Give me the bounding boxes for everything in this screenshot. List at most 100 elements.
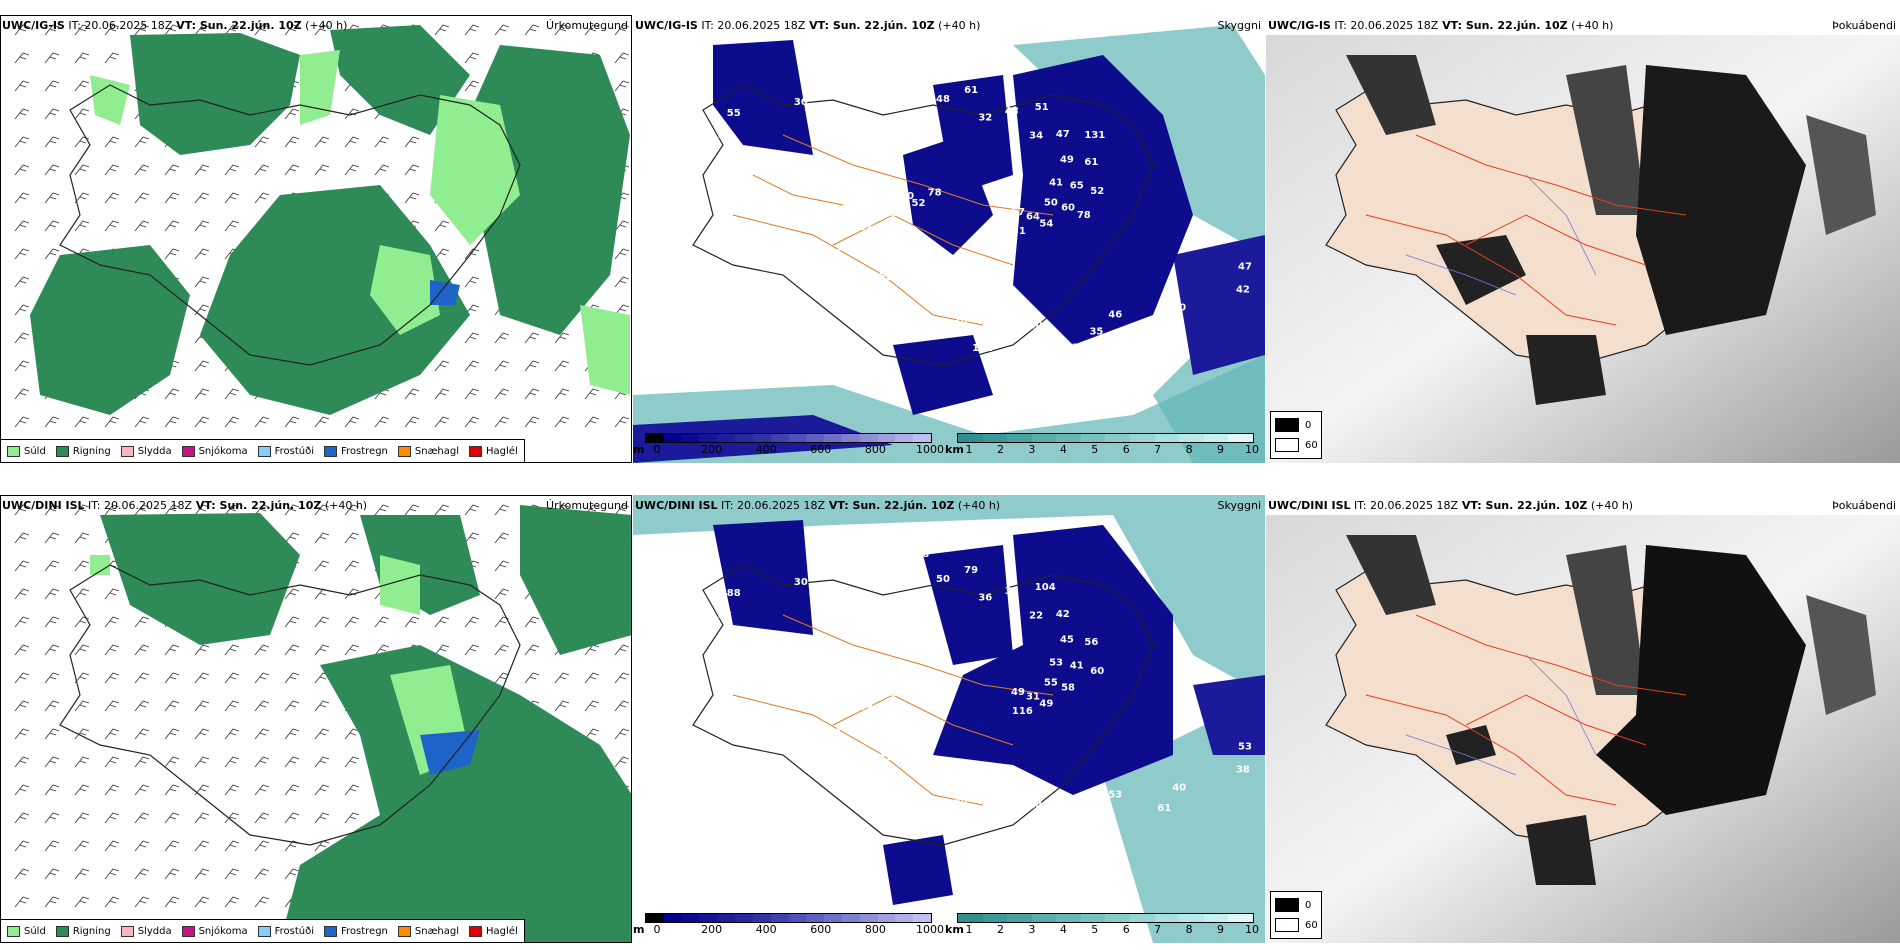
wind-barb	[134, 192, 150, 204]
wind-barb	[224, 840, 240, 852]
wind-barb	[314, 504, 330, 516]
wind-barb	[494, 672, 510, 684]
legend-label: Snæhagl	[414, 445, 460, 457]
legend-item: Súld	[7, 925, 46, 937]
cloud-base-label: 43	[881, 728, 895, 739]
cloud-base-label: 57	[1011, 207, 1025, 218]
wind-barb	[464, 504, 480, 516]
cloud-base-label: 118	[840, 695, 861, 706]
cloud-base-label: 49	[1060, 155, 1074, 166]
fog-map-row1[interactable]: UWC/IG-IS IT: 20.06.2025 18Z VT: Sun. 22…	[1266, 15, 1900, 463]
wind-barb	[464, 276, 480, 288]
wind-barb	[434, 360, 450, 372]
wind-barb	[74, 812, 90, 824]
wind-barb	[344, 756, 360, 768]
wind-barb	[524, 416, 540, 428]
colorbar-unit: m	[633, 923, 645, 936]
cloud-base-label: 73	[814, 559, 828, 570]
wind-barb	[344, 560, 360, 572]
wind-barb	[464, 332, 480, 344]
wind-barb	[584, 672, 600, 684]
wind-barb	[464, 616, 480, 628]
wind-barb	[284, 108, 300, 120]
panel-type-label: Skyggni	[1217, 499, 1261, 512]
wind-barb	[134, 220, 150, 232]
wind-barb	[74, 164, 90, 176]
wind-barb	[134, 756, 150, 768]
wind-barb	[74, 896, 90, 908]
precip-map-row1-svg	[14, 24, 630, 428]
wind-barb	[44, 52, 60, 64]
panel-title: UWC/DINI ISL IT: 20.06.2025 18Z VT: Sun.…	[1268, 499, 1634, 512]
wind-barb	[314, 700, 330, 712]
wind-barb	[524, 24, 540, 36]
wind-barb	[464, 532, 480, 544]
wind-barb	[314, 24, 330, 36]
cloud-base-label: 62	[912, 678, 926, 689]
wind-barb	[74, 728, 90, 740]
cloud-base-label: 31	[1012, 226, 1026, 237]
wind-barb	[614, 728, 630, 740]
wind-barb	[494, 332, 510, 344]
cloud-base-label: 34	[1029, 130, 1043, 141]
fog-map-row2[interactable]: UWC/DINI ISL IT: 20.06.2025 18Z VT: Sun.…	[1266, 495, 1900, 943]
wind-barb	[44, 416, 60, 428]
wind-barb	[194, 812, 210, 824]
precip-map-row2[interactable]: UWC/DINI ISL IT: 20.06.2025 18Z VT: Sun.…	[0, 495, 632, 943]
wind-barb	[164, 164, 180, 176]
wind-barb	[44, 164, 60, 176]
cloud-base-label: 60	[875, 683, 889, 694]
colorbar-unit: m	[633, 443, 645, 456]
precip-map-row1[interactable]: UWC/IG-IS IT: 20.06.2025 18Z VT: Sun. 22…	[0, 15, 632, 463]
wind-barb	[554, 700, 570, 712]
fog-legend-item: 60	[1275, 438, 1318, 452]
panel-type-label: Þokuábendi	[1832, 19, 1896, 32]
wind-barb	[254, 416, 270, 428]
cloud-map-row2[interactable]: 49 43 36 53 43 53 56 45 53 64 22 34 38 55 41 50 40 62 45 48…	[633, 495, 1265, 943]
cloud-base-label: 53	[1049, 657, 1063, 668]
cloud-base-label: 39	[878, 226, 892, 237]
wind-barb	[134, 416, 150, 428]
wind-barb	[464, 644, 480, 656]
cloud-base-label: 61	[964, 85, 978, 96]
wind-barb	[74, 756, 90, 768]
legend-item: Rigning	[55, 925, 111, 937]
colorbar-tick: 200	[701, 443, 723, 456]
cloud-base-label: 55	[727, 108, 741, 119]
wind-barb	[74, 868, 90, 880]
wind-barb	[224, 812, 240, 824]
colorbar-tick: 600	[810, 443, 832, 456]
wind-barb	[554, 24, 570, 36]
wind-barb	[344, 728, 360, 740]
legend-item: Frostregn	[324, 445, 388, 457]
wind-barb	[164, 672, 180, 684]
wind-barb	[494, 388, 510, 400]
wind-barb	[104, 52, 120, 64]
wind-barb	[194, 700, 210, 712]
wind-barb	[74, 416, 90, 428]
cloud-base-label: 65	[1070, 180, 1084, 191]
cloud-base-label: 22	[1029, 610, 1043, 621]
wind-barb	[14, 276, 30, 288]
wind-barb	[104, 700, 120, 712]
wind-barb	[164, 388, 180, 400]
wind-barb	[164, 756, 180, 768]
wind-barb	[284, 24, 300, 36]
wind-barb	[254, 784, 270, 796]
wind-barb	[254, 24, 270, 36]
wind-barb	[374, 136, 390, 148]
wind-barb	[434, 24, 450, 36]
cloud-base-label: 152	[972, 343, 993, 354]
wind-barb	[614, 700, 630, 712]
wind-barb	[44, 532, 60, 544]
wind-barb	[74, 700, 90, 712]
legend-label: Rigning	[72, 925, 111, 937]
colorbar-tick: 5	[1091, 443, 1099, 456]
wind-barb	[494, 644, 510, 656]
colorbar-gradient	[957, 913, 1254, 923]
wind-barb	[134, 840, 150, 852]
panel-title: UWC/IG-IS IT: 20.06.2025 18Z VT: Sun. 22…	[635, 19, 981, 32]
cloud-map-row1[interactable]: 57 41 32 46 40 41 93 47 47 39 34 40 34 50 52 48 40 66 49 78…	[633, 15, 1265, 463]
wind-barb	[254, 812, 270, 824]
